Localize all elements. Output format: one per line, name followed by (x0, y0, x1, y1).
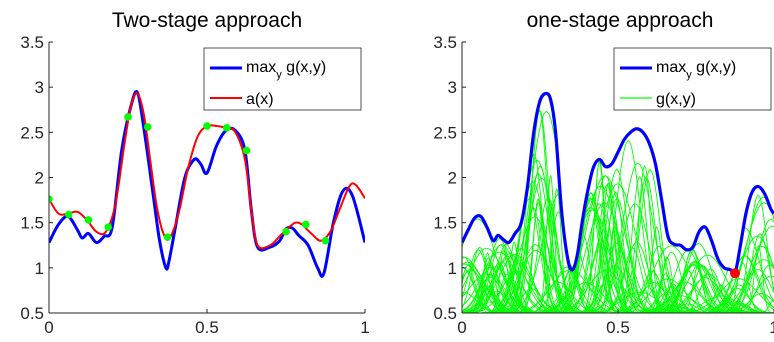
y-tick-label: 3.5 (433, 33, 457, 52)
legend-label-g: g(x,y) (656, 91, 696, 108)
g-curve (740, 245, 774, 313)
y-tick-label: 0.5 (20, 304, 44, 323)
series-line-max (462, 91, 774, 276)
sample-point (222, 124, 231, 132)
x-tick-label: 1 (360, 318, 369, 337)
g-curve (719, 194, 774, 313)
y-tick-label: 3 (448, 78, 457, 97)
legend: maxy g(x,y) a(x) (203, 47, 362, 111)
chart-one-stage: one-stage approach 00.510.511.522.533.5 … (433, 9, 774, 337)
sample-point (301, 220, 310, 229)
sample-point (49, 195, 53, 203)
x-tick-label: 0.5 (195, 318, 219, 337)
y-tick-label: 0.5 (433, 304, 457, 323)
x-tick-label: 0 (457, 318, 466, 337)
sample-point (84, 216, 93, 224)
series-line-max (49, 90, 365, 278)
g-curve (683, 259, 774, 313)
sample-point (203, 122, 211, 130)
chart-title: one-stage approach (527, 9, 714, 32)
sample-point (64, 210, 73, 219)
y-tick-label: 2 (35, 169, 44, 188)
sample-point (321, 236, 330, 245)
sample-point (242, 146, 251, 155)
y-tick-label: 1.5 (20, 214, 44, 233)
legend-label-max: maxy g(x,y) (656, 59, 736, 81)
sample-point (124, 113, 132, 121)
g-curve (570, 162, 706, 313)
chart-two-stage: Two-stage approach 0 0.5 10.511.522.533.5 … (20, 9, 369, 337)
y-tick-label: 1 (448, 259, 457, 278)
y-tick-label: 3.5 (20, 33, 44, 52)
sample-point (143, 123, 152, 131)
chart-title: Two-stage approach (112, 9, 302, 32)
sample-point (104, 223, 113, 231)
g-curve (475, 181, 591, 313)
x-tick-label: 0.5 (606, 318, 630, 337)
y-tick-label: 1 (35, 259, 44, 278)
x-tick-label: 0 (44, 318, 53, 337)
y-tick-label: 2.5 (433, 123, 457, 142)
x-tick-label: 1 (769, 318, 774, 337)
g-curve (468, 159, 606, 313)
y-tick-label: 3 (35, 78, 44, 97)
sample-point (163, 233, 172, 241)
sample-point (282, 227, 290, 236)
y-tick-label: 2.5 (20, 123, 44, 142)
legend-box (203, 47, 362, 111)
legend-label-approx: a(x) (246, 91, 274, 108)
optimum-point (730, 268, 740, 279)
y-tick-label: 1.5 (433, 214, 457, 233)
legend-label-max: maxy g(x,y) (246, 59, 326, 81)
legend: maxy g(x,y) g(x,y) (613, 47, 772, 111)
y-tick-label: 2 (448, 169, 457, 188)
g-curve (504, 108, 575, 313)
legend-box (613, 47, 772, 111)
